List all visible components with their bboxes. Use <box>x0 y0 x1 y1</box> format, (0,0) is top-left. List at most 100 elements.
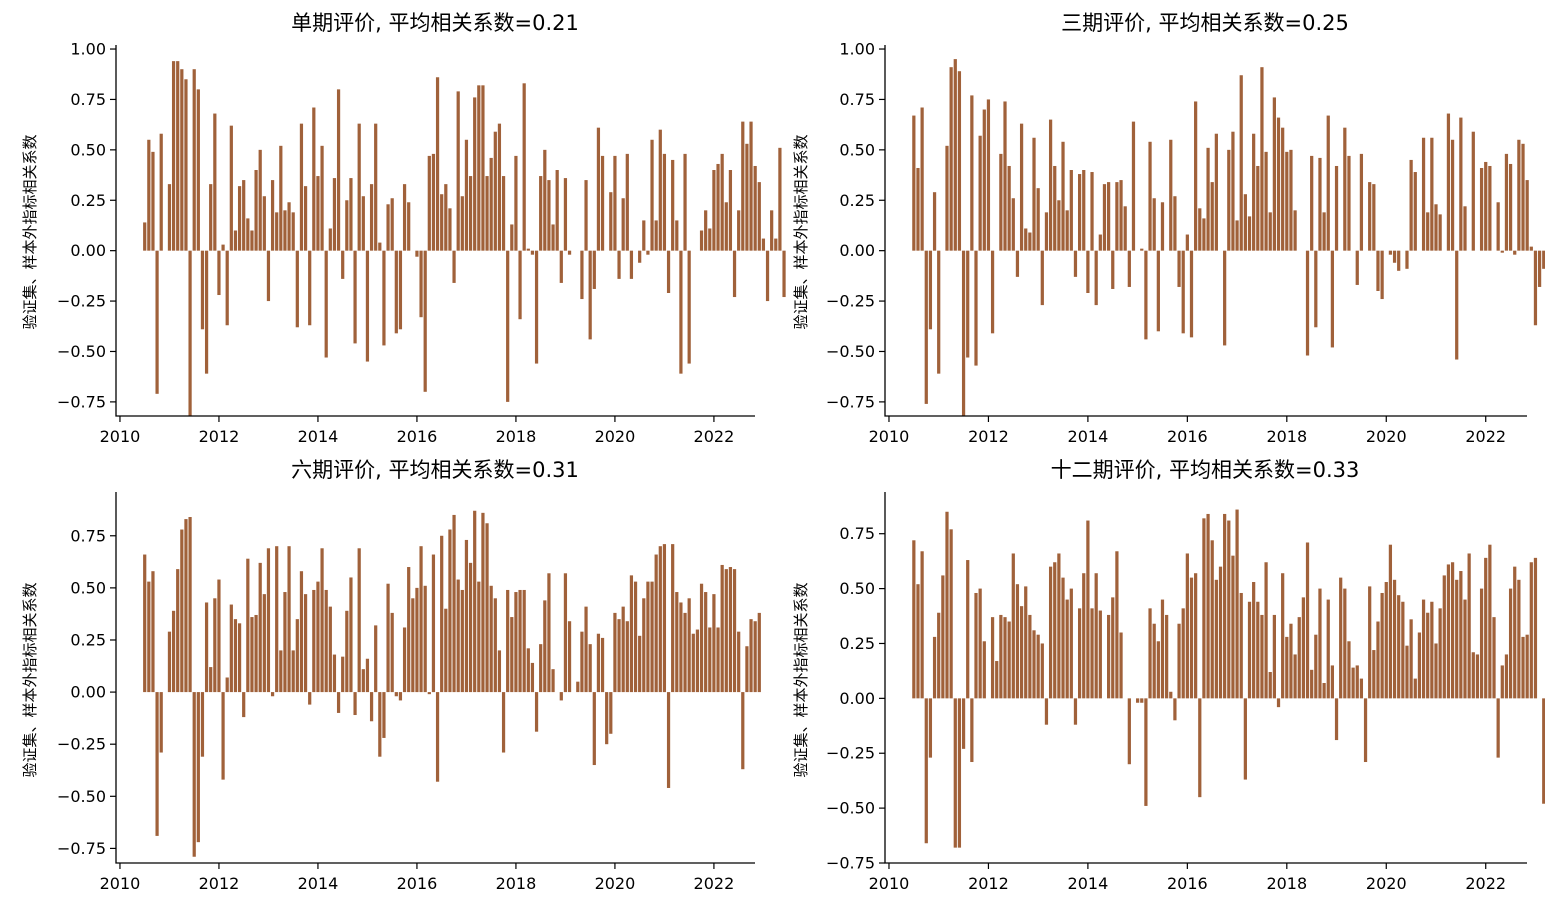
bar-1-137 <box>704 210 708 251</box>
bar-4-105 <box>1343 588 1347 699</box>
x-tick-label-1-4: 2016 <box>397 427 438 446</box>
x-tick-label-3-4: 2016 <box>397 874 438 893</box>
bar-3-134 <box>691 633 695 693</box>
bar-1-40 <box>303 186 308 251</box>
bar-2-67 <box>1185 234 1189 251</box>
bar-2-88 <box>1272 97 1276 251</box>
bar-3-48 <box>336 692 341 713</box>
bar-1-49 <box>341 250 345 279</box>
bar-3-117 <box>621 606 625 693</box>
bar-2-96 <box>1305 250 1310 356</box>
bar-2-4 <box>924 250 928 404</box>
bar-1-70 <box>427 155 431 251</box>
bar-1-121 <box>638 250 642 263</box>
bar-4-140 <box>1488 544 1492 699</box>
bar-1-96 <box>534 250 539 364</box>
bar-3-67 <box>415 587 419 693</box>
bar-1-12 <box>188 250 192 416</box>
bar-4-37 <box>1061 577 1065 699</box>
bar-4-39 <box>1069 588 1073 699</box>
bar-3-31 <box>266 548 271 693</box>
bar-1-152 <box>765 250 770 302</box>
bar-2-45 <box>1094 250 1098 306</box>
bar-2-136 <box>1471 131 1475 251</box>
bar-4-106 <box>1347 641 1351 699</box>
bar-3-49 <box>341 656 345 693</box>
bar-4-86 <box>1264 562 1268 699</box>
bar-4-16 <box>974 592 978 699</box>
y-tick-label-1-7: −0.50 <box>57 342 106 361</box>
bar-4-8 <box>941 575 945 699</box>
bar-2-74 <box>1214 133 1218 251</box>
bar-1-150 <box>757 182 761 251</box>
y-tick-label-1-8: −0.75 <box>57 392 106 411</box>
bar-1-89 <box>506 250 510 402</box>
bar-3-1 <box>143 554 147 693</box>
bar-4-10 <box>949 529 953 699</box>
bar-4-64 <box>1173 698 1177 721</box>
bar-4-120 <box>1405 645 1409 699</box>
bar-3-115 <box>613 612 617 693</box>
bar-1-15 <box>200 250 205 330</box>
y-tick-label-2-2: 0.75 <box>839 90 875 109</box>
x-tick-label-3-3: 2014 <box>298 874 339 893</box>
bar-3-57 <box>374 625 378 693</box>
bar-4-18 <box>982 641 986 699</box>
bar-2-12 <box>957 71 962 251</box>
bar-1-114 <box>609 192 613 251</box>
y-tick-label-1-3: 0.50 <box>70 140 106 159</box>
bar-3-119 <box>629 575 634 693</box>
bar-2-101 <box>1326 115 1330 251</box>
bar-2-87 <box>1268 212 1272 251</box>
bar-2-14 <box>966 250 970 358</box>
bar-1-29 <box>258 149 262 251</box>
bar-2-19 <box>986 99 991 251</box>
bar-1-36 <box>287 202 291 251</box>
bar-3-70 <box>427 692 431 695</box>
bar-3-23 <box>233 619 238 693</box>
bar-1-90 <box>510 224 514 251</box>
bar-1-127 <box>662 153 667 251</box>
bar-1-91 <box>514 155 518 251</box>
bar-3-44 <box>320 548 324 693</box>
bar-3-63 <box>398 692 403 701</box>
bar-4-57 <box>1144 698 1148 806</box>
x-tick-label-2-7: 2022 <box>1465 427 1506 446</box>
bar-1-46 <box>328 228 332 251</box>
bar-1-122 <box>642 220 646 251</box>
bar-1-110 <box>592 250 596 289</box>
bar-4-25 <box>1011 553 1015 699</box>
y-tick-label-4-5: −0.25 <box>826 744 875 763</box>
bar-4-122 <box>1413 678 1417 699</box>
bar-4-70 <box>1198 698 1202 798</box>
bar-3-129 <box>671 544 675 693</box>
bar-3-103 <box>563 573 568 693</box>
bar-3-132 <box>683 612 687 693</box>
bar-4-84 <box>1256 601 1260 699</box>
bar-4-27 <box>1019 606 1024 699</box>
bar-4-121 <box>1409 619 1413 699</box>
y-tick-label-1-1: 1.00 <box>70 40 106 59</box>
bar-3-65 <box>407 567 411 693</box>
bar-4-72 <box>1206 513 1210 699</box>
bar-2-9 <box>945 145 949 251</box>
bar-4-153 <box>1542 698 1545 804</box>
bar-4-76 <box>1223 513 1227 699</box>
bar-1-53 <box>357 123 361 251</box>
bar-4-66 <box>1181 608 1185 699</box>
bar-2-57 <box>1144 250 1148 340</box>
bar-1-144 <box>732 250 737 298</box>
bar-2-13 <box>961 250 966 416</box>
bar-1-148 <box>749 121 753 251</box>
bar-2-27 <box>1019 123 1024 251</box>
x-tick-label-1-6: 2020 <box>595 427 636 446</box>
bar-1-102 <box>559 250 563 283</box>
bar-1-78 <box>460 196 464 251</box>
bar-2-79 <box>1235 220 1239 251</box>
bar-4-12 <box>957 698 962 848</box>
bar-3-12 <box>188 517 192 693</box>
bar-4-49 <box>1111 597 1115 699</box>
bar-2-85 <box>1260 67 1264 251</box>
bar-3-72 <box>435 692 440 782</box>
bar-3-136 <box>699 583 704 693</box>
